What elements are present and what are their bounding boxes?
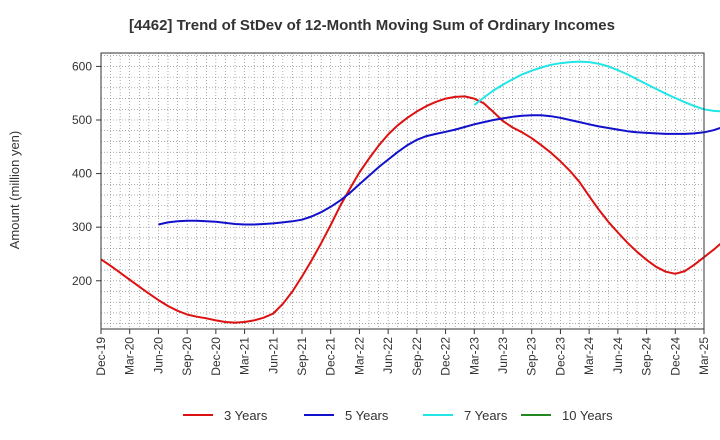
y-tick-label: 200 — [72, 274, 92, 288]
x-tick-label: Dec-19 — [94, 337, 108, 376]
x-tick-label: Mar-22 — [352, 337, 366, 375]
x-tick-label: Mar-24 — [582, 337, 596, 375]
legend-label: 5 Years — [345, 408, 389, 423]
y-axis-ticks: 200 300 400 500 600 — [72, 59, 101, 288]
y-tick-label: 500 — [72, 113, 92, 127]
legend-label: 3 Years — [224, 408, 268, 423]
series-line-3-years — [100, 95, 720, 324]
x-tick-label: Dec-21 — [324, 337, 338, 376]
chart-title: [4462] Trend of StDev of 12-Month Moving… — [129, 17, 615, 34]
x-tick-label: Jun-22 — [381, 337, 395, 374]
x-tick-label: Mar-23 — [467, 337, 481, 375]
x-tick-label: Dec-20 — [209, 337, 223, 376]
x-tick-label: Jun-21 — [266, 337, 280, 374]
x-tick-label: Dec-24 — [668, 337, 682, 376]
y-axis-label: Amount (million yen) — [7, 131, 22, 250]
x-tick-label: Sep-20 — [180, 337, 194, 376]
y-tick-label: 400 — [72, 167, 92, 181]
series-line-7-years — [473, 60, 720, 113]
x-tick-label: Mar-20 — [123, 337, 137, 375]
x-tick-label: Jun-20 — [151, 337, 165, 374]
x-tick-label: Sep-23 — [525, 337, 539, 376]
legend-label: 7 Years — [464, 408, 508, 423]
x-tick-label: Mar-21 — [238, 337, 252, 375]
series-layer — [100, 60, 720, 324]
y-tick-label: 300 — [72, 220, 92, 234]
x-tick-label: Jun-23 — [496, 337, 510, 374]
x-tick-label: Jun-24 — [611, 337, 625, 374]
x-tick-label: Sep-22 — [410, 337, 424, 376]
x-tick-label: Mar-25 — [697, 337, 711, 375]
y-tick-label: 600 — [72, 59, 92, 73]
legend-label: 10 Years — [562, 408, 613, 423]
series-line-5-years — [158, 114, 720, 226]
legend: 3 Years 5 Years 7 Years 10 Years — [183, 408, 613, 423]
x-tick-label: Sep-24 — [640, 337, 654, 376]
plot-frame — [100, 52, 705, 330]
x-tick-label: Dec-22 — [439, 337, 453, 376]
grid-lines — [101, 53, 704, 329]
x-axis-ticks: Dec-19 Mar-20 Jun-20 Sep-20 Dec-20 Mar-21 Jun-… — [94, 329, 711, 376]
x-tick-label: Sep-21 — [295, 337, 309, 376]
x-tick-label: Dec-23 — [553, 337, 567, 376]
